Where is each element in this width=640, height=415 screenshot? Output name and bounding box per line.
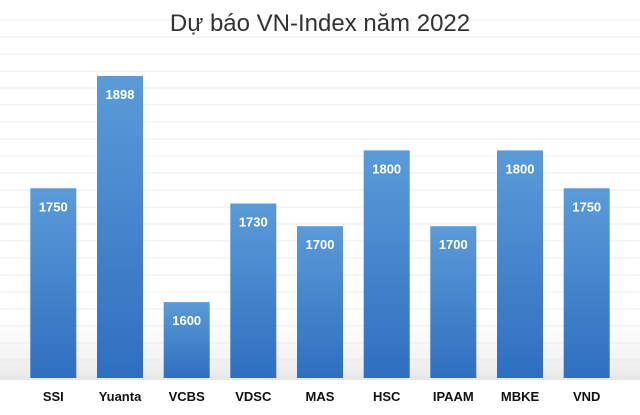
value-label-hsc: 1800 <box>372 161 401 176</box>
category-label-mas: MAS <box>306 389 335 404</box>
bar-vdsc <box>230 203 277 378</box>
bar-yuanta <box>97 76 143 378</box>
value-label-mas: 1700 <box>306 237 335 252</box>
bar-ipaam <box>430 226 477 378</box>
bar-vcbs <box>163 302 210 378</box>
category-label-vdsc: VDSC <box>235 389 272 404</box>
value-label-ipaam: 1700 <box>439 237 468 252</box>
bar-mas <box>297 226 343 378</box>
category-label-mbke: MBKE <box>501 389 540 404</box>
value-label-vdsc: 1730 <box>239 215 268 230</box>
value-label-vnd: 1750 <box>572 199 601 214</box>
chart-title: Dự báo VN-Index năm 2022 <box>170 10 470 37</box>
value-label-yuanta: 1898 <box>106 87 135 102</box>
bar-hsc <box>363 150 410 378</box>
category-label-ssi: SSI <box>43 389 64 404</box>
value-label-mbke: 1800 <box>506 161 535 176</box>
value-labels-group: 1750 1898 1600 1730 1700 1800 1700 1800 1750 <box>39 87 601 328</box>
value-label-ssi: 1750 <box>39 199 68 214</box>
bar-ssi <box>30 188 77 378</box>
category-label-yuanta: Yuanta <box>99 389 142 404</box>
category-label-vcbs: VCBS <box>169 389 205 404</box>
bars-group <box>30 76 610 378</box>
category-label-hsc: HSC <box>373 389 401 404</box>
category-label-ipaam: IPAAM <box>433 389 474 404</box>
bar-vnd <box>563 188 610 378</box>
category-label-vnd: VND <box>573 389 600 404</box>
category-labels-group: SSI Yuanta VCBS VDSC MAS HSC IPAAM MBKE VND <box>43 389 601 404</box>
value-label-vcbs: 1600 <box>172 313 201 328</box>
bar-mbke <box>497 150 543 378</box>
